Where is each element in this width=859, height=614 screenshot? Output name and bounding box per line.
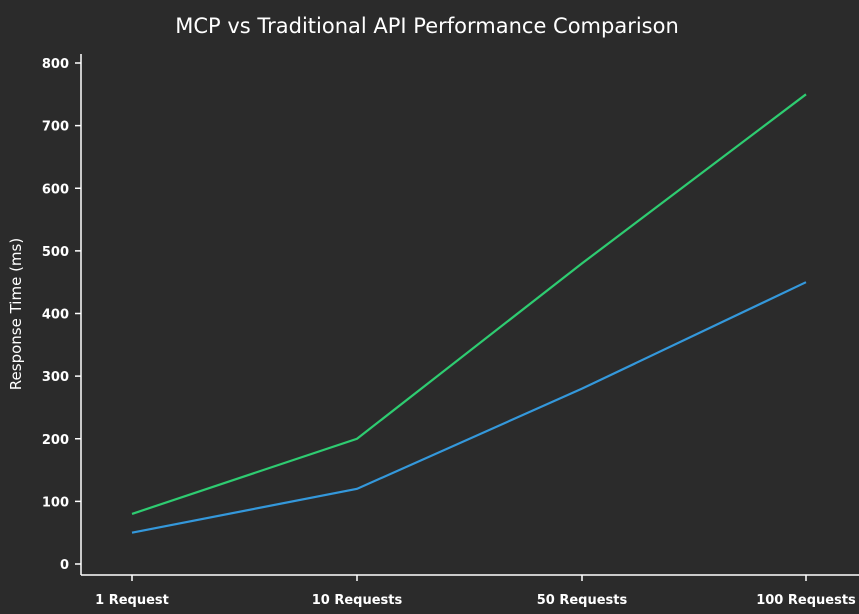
x-tick-label: 50 Requests (537, 593, 628, 608)
series-line-2 (131, 281, 807, 534)
series-lines (131, 93, 807, 534)
x-tick-label: 10 Requests (312, 593, 403, 608)
y-tick-label: 500 (42, 245, 69, 260)
chart-title: MCP vs Traditional API Performance Compa… (175, 14, 679, 38)
y-tick-label: 300 (42, 370, 69, 385)
y-axis-label: Response Time (ms) (7, 238, 25, 390)
y-tick-label: 200 (42, 433, 69, 448)
y-axis-ticks: 0 100 200 300 400 500 600 700 800 (42, 57, 81, 573)
y-tick-label: 600 (42, 182, 69, 197)
x-axis-ticks: 1 Request 10 Requests 50 Requests 100 Reque… (95, 575, 856, 608)
y-tick-label: 700 (42, 120, 69, 135)
y-tick-label: 400 (42, 308, 69, 323)
series-line-1 (131, 93, 807, 515)
y-tick-label: 100 (42, 495, 69, 510)
y-tick-label: 800 (42, 57, 69, 72)
x-tick-label: 1 Request (95, 593, 169, 608)
x-tick-label: 100 Requests (756, 593, 856, 608)
y-tick-label: 0 (60, 558, 69, 573)
